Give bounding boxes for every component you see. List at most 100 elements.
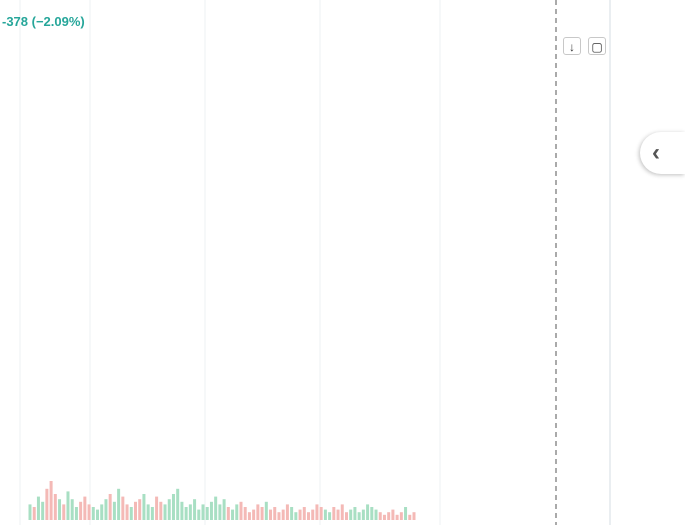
- volume-bar: [323, 509, 327, 520]
- grid-lines: [19, 0, 441, 525]
- volume-bar: [66, 491, 70, 520]
- download-icon: ↓: [569, 40, 575, 54]
- fullscreen-icon: ▢: [591, 40, 603, 54]
- volume-bar: [62, 504, 66, 520]
- chevron-left-icon: ‹: [652, 139, 660, 166]
- volume-bar: [108, 494, 112, 520]
- volume-bar: [231, 509, 235, 520]
- volume-bar: [269, 509, 273, 520]
- volume-bar: [307, 512, 311, 520]
- volume-bar: [45, 488, 49, 520]
- volume-bar: [53, 494, 57, 520]
- volume-bar: [374, 509, 378, 520]
- volume-bar: [32, 507, 36, 520]
- volume-bar: [290, 507, 294, 520]
- volume-bar: [176, 488, 180, 520]
- volume-bar: [129, 507, 133, 520]
- volume-bar: [378, 512, 382, 520]
- volume-bar: [340, 504, 344, 520]
- volume-bar: [404, 507, 408, 520]
- volume-bar: [163, 504, 167, 520]
- volume-bar: [104, 499, 108, 520]
- volume-bar: [133, 501, 137, 520]
- volume-bar: [285, 504, 289, 520]
- volume-bar: [353, 507, 357, 520]
- volume-bar: [243, 507, 247, 520]
- volume-bar: [188, 504, 192, 520]
- volume-bar: [28, 504, 32, 520]
- volume-bar: [311, 509, 315, 520]
- volume-bar: [302, 507, 306, 520]
- volume-bar: [205, 507, 209, 520]
- volume-bar: [366, 504, 370, 520]
- volume-bar: [197, 509, 201, 520]
- volume-bar: [79, 501, 83, 520]
- volume-bar: [239, 501, 243, 520]
- volume-bars: [28, 481, 416, 520]
- volume-bar: [87, 504, 91, 520]
- price-change-label: -378 (−2.09%): [2, 14, 85, 29]
- volume-bar: [222, 499, 226, 520]
- volume-bar: [281, 509, 285, 520]
- volume-bar: [171, 494, 175, 520]
- volume-bar: [155, 496, 159, 520]
- volume-bar: [247, 512, 251, 520]
- volume-bar: [58, 499, 62, 520]
- volume-bar: [252, 509, 256, 520]
- volume-bar: [201, 504, 205, 520]
- volume-bar: [36, 496, 40, 520]
- volume-bar: [193, 499, 197, 520]
- collapse-panel-button[interactable]: ‹: [640, 132, 685, 174]
- volume-bar: [382, 514, 386, 520]
- download-button[interactable]: ↓: [563, 37, 581, 55]
- volume-bar: [209, 501, 213, 520]
- volume-bar: [395, 514, 399, 520]
- volume-bar: [184, 507, 188, 520]
- volume-bar: [408, 514, 412, 520]
- volume-bar: [235, 504, 239, 520]
- volume-bar: [336, 509, 340, 520]
- volume-bar: [387, 512, 391, 520]
- volume-bar: [273, 507, 277, 520]
- volume-bar: [117, 488, 121, 520]
- volume-bar: [226, 507, 230, 520]
- volume-bar: [391, 509, 395, 520]
- volume-bar: [159, 501, 163, 520]
- volume-bar: [357, 512, 361, 520]
- volume-bar: [298, 509, 302, 520]
- volume-bar: [150, 507, 154, 520]
- volume-bar: [100, 504, 104, 520]
- volume-bar: [315, 504, 319, 520]
- volume-bar: [264, 501, 268, 520]
- volume-bar: [83, 496, 87, 520]
- fullscreen-button[interactable]: ▢: [588, 37, 606, 55]
- volume-bar: [256, 504, 260, 520]
- volume-bar: [146, 504, 150, 520]
- volume-bar: [412, 512, 416, 520]
- volume-bar: [138, 499, 142, 520]
- volume-bar: [332, 507, 336, 520]
- volume-bar: [294, 512, 298, 520]
- volume-bar: [41, 501, 45, 520]
- volume-bar: [214, 496, 218, 520]
- volume-bar: [180, 501, 184, 520]
- volume-bar: [349, 509, 353, 520]
- volume-bar: [142, 494, 146, 520]
- volume-bar: [70, 499, 74, 520]
- volume-bar: [121, 496, 125, 520]
- volume-bar: [260, 507, 264, 520]
- volume-bar: [399, 512, 403, 520]
- volume-bar: [328, 512, 332, 520]
- volume-bar: [91, 507, 95, 520]
- volume-bar: [344, 512, 348, 520]
- volume-bar: [49, 481, 53, 520]
- volume-bar: [361, 509, 365, 520]
- volume-bar: [277, 512, 281, 520]
- volume-bar: [319, 507, 323, 520]
- volume-bar: [74, 507, 78, 520]
- volume-bar: [167, 499, 171, 520]
- volume-bar: [96, 509, 100, 520]
- volume-bar: [370, 507, 374, 520]
- volume-bar: [218, 504, 222, 520]
